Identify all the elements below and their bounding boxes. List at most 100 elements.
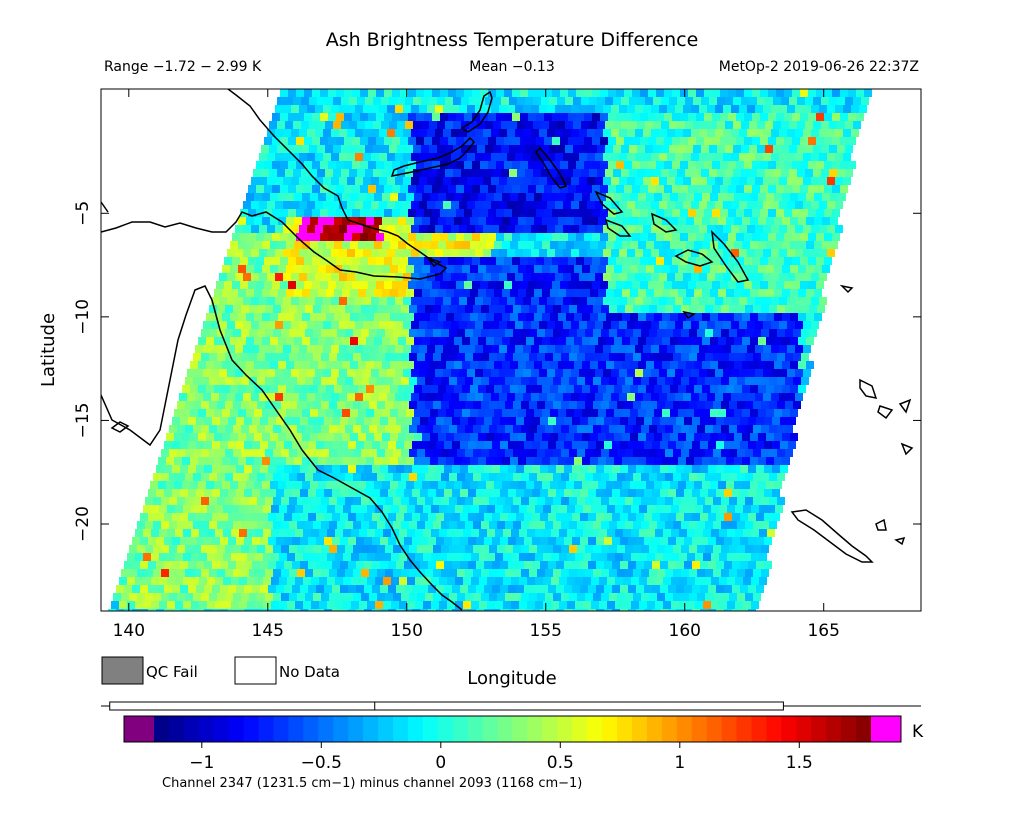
heatmap-cell: [766, 337, 774, 345]
heatmap-cell: [819, 249, 827, 257]
heatmap-cell: [596, 465, 604, 473]
heatmap-cell: [636, 537, 644, 545]
heatmap-cell: [721, 545, 729, 553]
heatmap-cell: [268, 417, 276, 425]
heatmap-cell: [806, 193, 814, 201]
heatmap-cell: [577, 305, 585, 313]
heatmap-cell: [691, 105, 699, 113]
heatmap-cell: [726, 337, 734, 345]
heatmap-cell: [497, 473, 505, 481]
heatmap-cell: [744, 257, 752, 265]
heatmap-cell: [592, 161, 600, 169]
heatmap-cell: [745, 401, 753, 409]
heatmap-cell: [430, 457, 438, 465]
heatmap-cell: [534, 457, 542, 465]
heatmap-cell: [737, 425, 745, 433]
heatmap-cell: [416, 281, 424, 289]
heatmap-cell: [606, 313, 614, 321]
heatmap-cell: [619, 297, 627, 305]
heatmap-cell: [251, 177, 259, 185]
heatmap-cell: [219, 369, 227, 377]
heatmap-cell: [477, 169, 485, 177]
heatmap-cell: [459, 273, 467, 281]
heatmap-cell: [393, 353, 401, 361]
heatmap-cell: [715, 393, 723, 401]
heatmap-cell: [312, 281, 320, 289]
heatmap-cell: [376, 281, 384, 289]
heatmap-cell: [412, 465, 420, 473]
heatmap-cell: [366, 361, 374, 369]
heatmap-cell: [400, 185, 408, 193]
heatmap-cell: [329, 377, 337, 385]
heatmap-cell: [686, 385, 694, 393]
heatmap-cell: [486, 481, 494, 489]
heatmap-cell: [718, 433, 726, 441]
heatmap-cell: [427, 297, 435, 305]
heatmap-cell: [655, 577, 663, 585]
heatmap-cell: [280, 113, 288, 121]
heatmap-cell: [524, 585, 532, 593]
heatmap-cell: [326, 385, 334, 393]
heatmap-cell: [750, 385, 758, 393]
heatmap-cell: [510, 193, 518, 201]
heatmap-cell: [608, 257, 616, 265]
heatmap-cell: [241, 377, 249, 385]
heatmap-cell: [265, 329, 273, 337]
heatmap-cell: [782, 313, 790, 321]
heatmap-cell: [302, 361, 310, 369]
heatmap-cell: [600, 281, 608, 289]
heatmap-cell: [294, 481, 302, 489]
heatmap-cell: [755, 153, 763, 161]
heatmap-cell: [816, 89, 824, 97]
heatmap-cell: [344, 257, 352, 265]
heatmap-cell: [615, 577, 623, 585]
heatmap-cell: [288, 113, 296, 121]
heatmap-cell: [353, 425, 361, 433]
heatmap-cell: [446, 385, 454, 393]
heatmap-cell: [635, 177, 643, 185]
heatmap-cell: [446, 289, 454, 297]
heatmap-cell: [635, 225, 643, 233]
heatmap-cell: [697, 353, 705, 361]
heatmap-cell: [531, 321, 539, 329]
heatmap-cell: [735, 529, 743, 537]
heatmap-cell: [404, 417, 412, 425]
heatmap-cell: [188, 585, 196, 593]
heatmap-cell: [132, 537, 140, 545]
heatmap-cell: [476, 537, 484, 545]
heatmap-cell: [694, 481, 702, 489]
heatmap-cell: [702, 337, 710, 345]
heatmap-cell: [264, 257, 272, 265]
heatmap-cell: [376, 89, 384, 97]
heatmap-cell: [409, 569, 417, 577]
heatmap-cell: [295, 553, 303, 561]
heatmap-cell: [356, 465, 364, 473]
heatmap-cell: [609, 377, 617, 385]
heatmap-cell: [360, 257, 368, 265]
heatmap-cell: [518, 481, 526, 489]
heatmap-cell: [627, 129, 635, 137]
heatmap-cell: [446, 361, 454, 369]
heatmap-cell: [803, 153, 811, 161]
heatmap-cell: [518, 193, 526, 201]
heatmap-cell: [649, 569, 657, 577]
heatmap-cell: [449, 353, 457, 361]
heatmap-cell: [278, 193, 286, 201]
heatmap-cell: [297, 329, 305, 337]
heatmap-cell: [614, 313, 622, 321]
heatmap-cell: [468, 513, 476, 521]
heatmap-cell: [787, 249, 795, 257]
heatmap-cell: [145, 569, 153, 577]
heatmap-cell: [827, 129, 835, 137]
heatmap-cell: [622, 433, 630, 441]
heatmap-cell: [676, 441, 684, 449]
heatmap-cell: [457, 305, 465, 313]
heatmap-cell: [375, 553, 383, 561]
heatmap-cell: [249, 593, 257, 601]
heatmap-cell: [821, 121, 829, 129]
heatmap-cell: [211, 297, 219, 305]
heatmap-cell: [422, 289, 430, 297]
heatmap-cell: [632, 137, 640, 145]
heatmap-cell: [699, 249, 707, 257]
heatmap-cell: [492, 417, 500, 425]
